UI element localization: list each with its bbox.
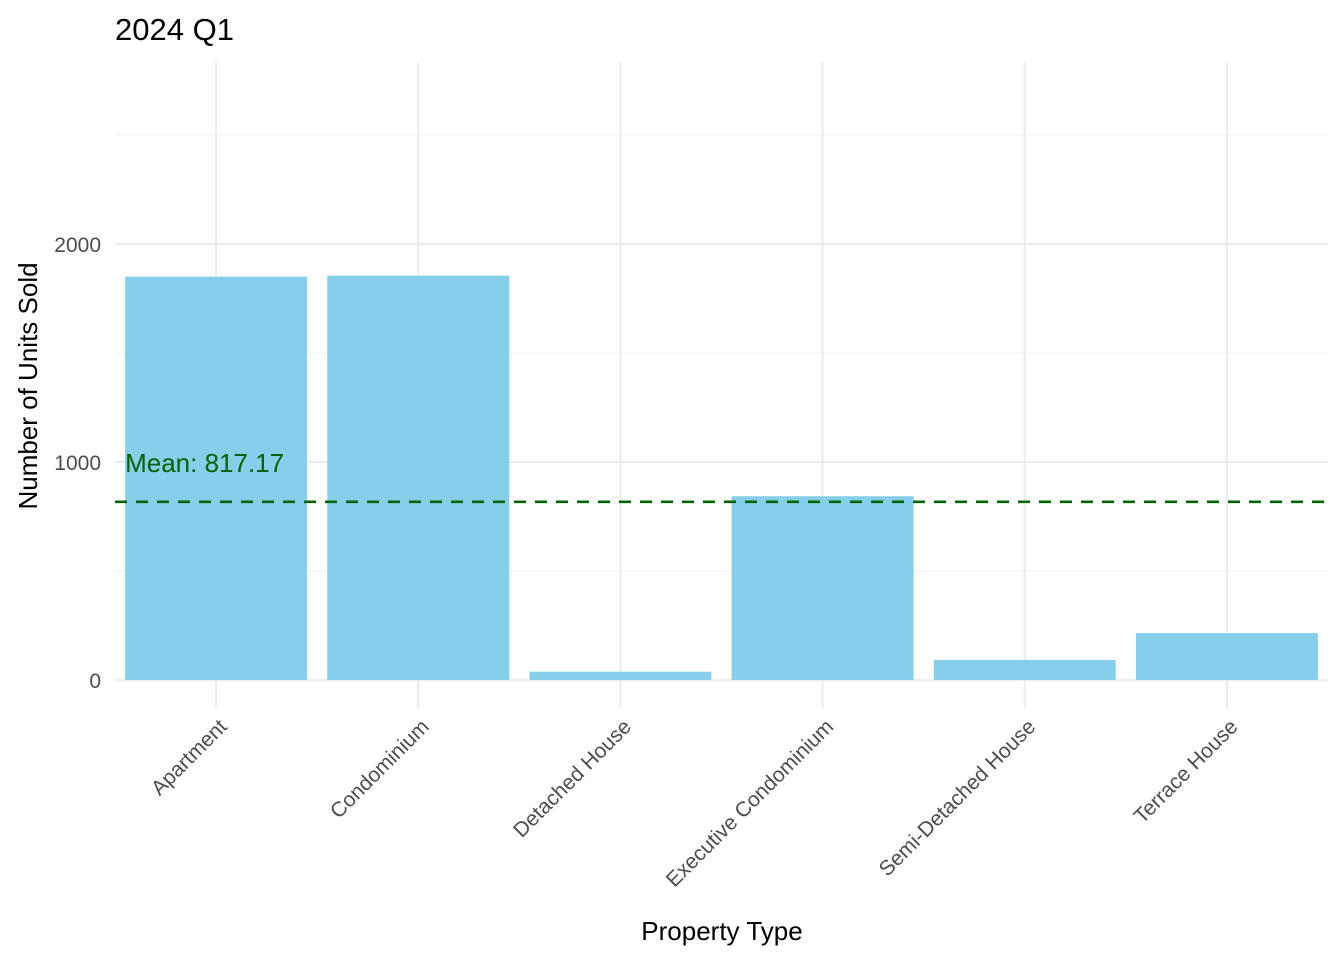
bar [125, 276, 308, 680]
mean-line-group: Mean: 817.17 [115, 448, 1328, 504]
bar [1135, 633, 1318, 680]
y-axis-title: Number of Units Sold [13, 262, 43, 509]
bar [327, 275, 510, 680]
y-tick-label: 1000 [54, 452, 101, 475]
bar [933, 659, 1116, 680]
y-tick-label: 0 [89, 670, 101, 693]
x-tick-label: Apartment [147, 715, 232, 800]
bars [125, 275, 1318, 680]
x-tick-label: Semi-Detached House [875, 715, 1041, 881]
x-axis-title: Property Type [641, 916, 802, 946]
x-tick-label: Detached House [509, 715, 636, 842]
x-tick-label: Condominium [326, 715, 434, 823]
y-axis-ticks: 0 1000 2000 [54, 234, 101, 693]
bar [731, 496, 914, 680]
x-tick-label: Executive Condominium [662, 715, 838, 891]
chart-title: 2024 Q1 [115, 12, 234, 47]
x-axis-ticks: Apartment Condominium Detached House Execut… [147, 715, 1243, 891]
x-tick-label: Terrace House [1130, 715, 1243, 828]
mean-label: Mean: 817.17 [125, 448, 284, 478]
y-tick-label: 2000 [54, 234, 101, 257]
bar [529, 671, 712, 680]
